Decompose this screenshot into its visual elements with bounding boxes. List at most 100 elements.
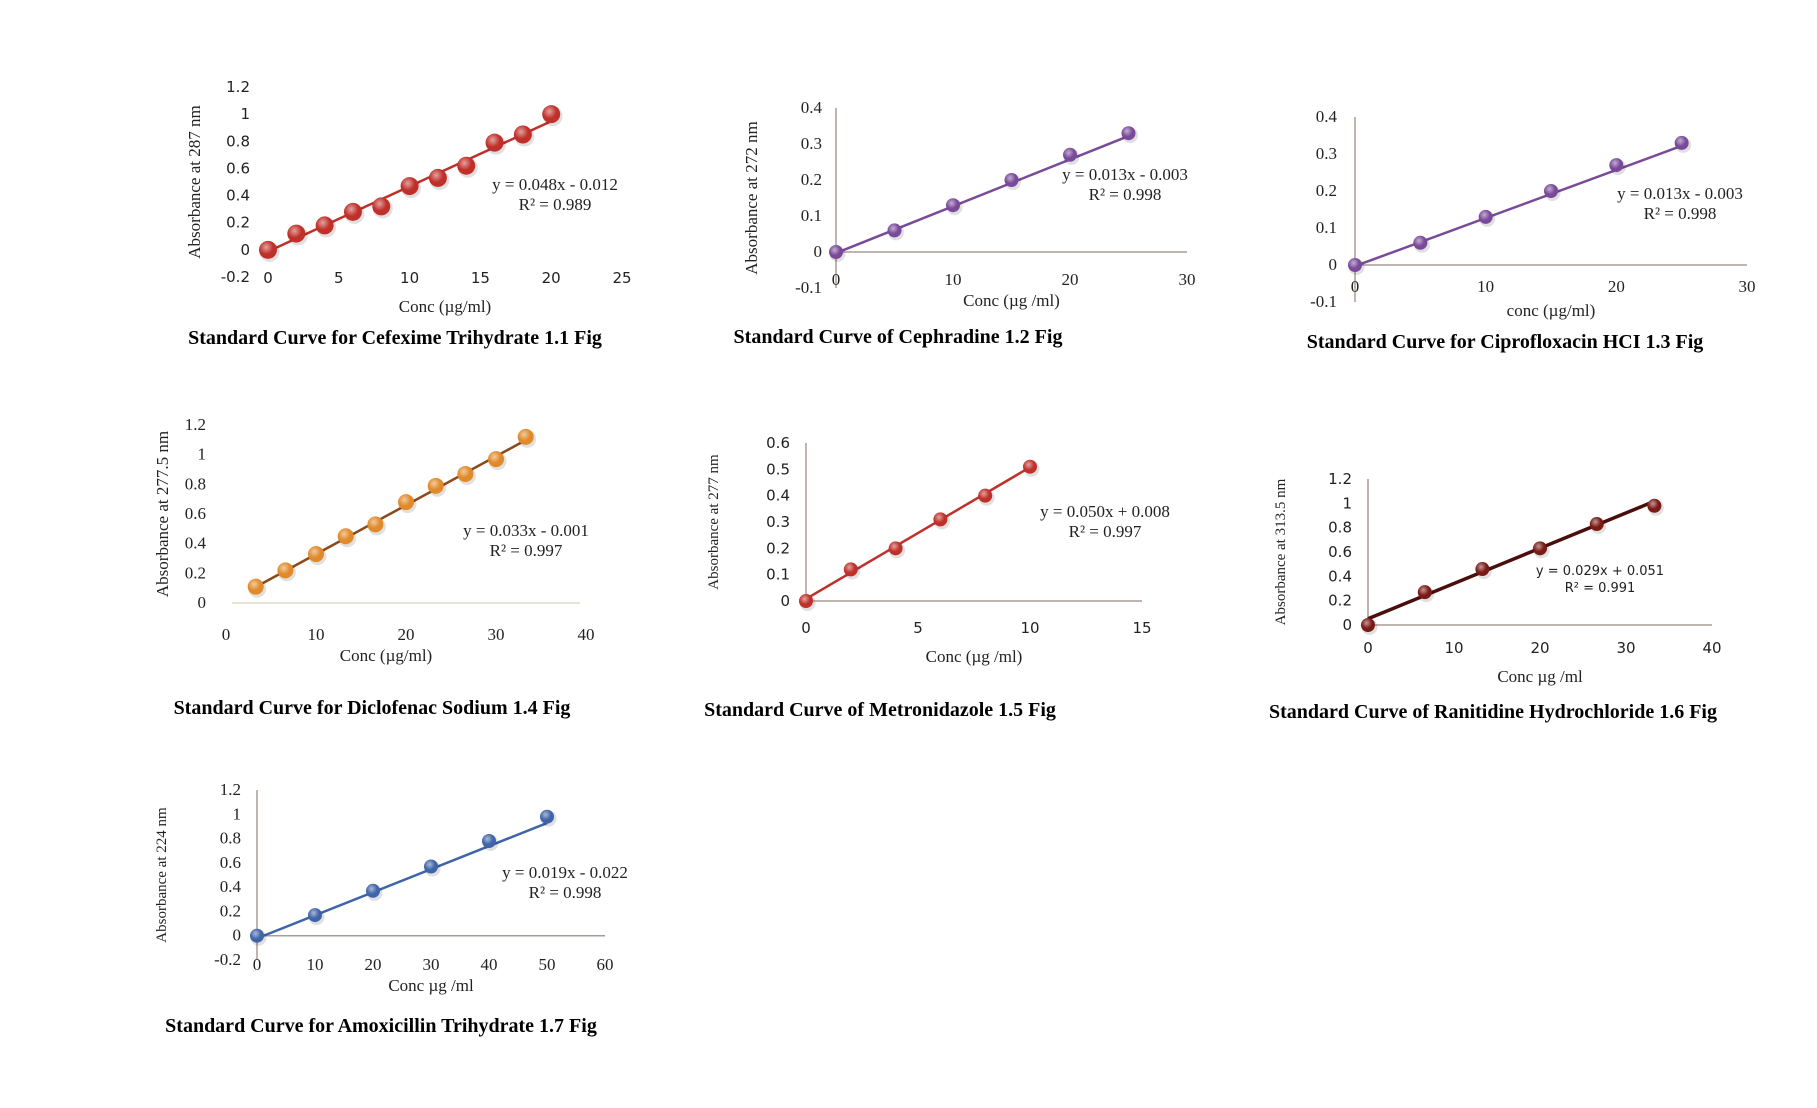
- x-tick-label: 20: [1062, 270, 1079, 289]
- y-axis-title: Absorbance at 272 nm: [742, 121, 761, 274]
- x-axis-title: Conc (µg /ml): [963, 291, 1060, 310]
- r-squared-label: R² = 0.998: [1089, 185, 1162, 204]
- y-tick-label: 1.2: [220, 780, 241, 799]
- data-point: [428, 168, 447, 187]
- figure-caption: Standard Curve of Metronidazole 1.5 Fig: [704, 699, 1056, 721]
- x-tick-label: 15: [1132, 619, 1151, 637]
- x-tick-label: 20: [542, 269, 561, 287]
- data-point: [1674, 135, 1689, 150]
- y-tick-label: 0.2: [226, 214, 250, 232]
- data-point: [398, 494, 414, 511]
- x-tick-label: 40: [578, 625, 595, 644]
- x-axis-title: Conc (µg /ml): [926, 647, 1023, 666]
- x-axis-title: Conc (µg/ml): [399, 297, 491, 316]
- x-tick-label: 30: [1739, 277, 1756, 296]
- trendline-equation: y = 0.033x - 0.001: [463, 521, 589, 540]
- data-point: [400, 177, 419, 196]
- data-point: [1475, 562, 1490, 577]
- x-tick-label: 10: [1020, 619, 1039, 637]
- data-point: [1417, 585, 1432, 600]
- y-tick-label: 0.4: [185, 534, 207, 553]
- y-tick-label: 0.3: [766, 513, 790, 531]
- x-tick-label: 20: [1530, 639, 1549, 657]
- x-tick-label: 10: [400, 269, 419, 287]
- trendline: [805, 466, 1031, 600]
- y-tick-label: 1: [198, 445, 207, 464]
- y-axis-title: Absorbance at 224 nm: [154, 807, 170, 943]
- data-point: [978, 488, 993, 503]
- data-point: [1348, 258, 1362, 272]
- y-tick-label: 0.6: [220, 853, 241, 872]
- data-point: [843, 562, 858, 577]
- data-point: [367, 516, 384, 533]
- figure-caption: Standard Curve for Cefexime Trihydrate 1…: [188, 327, 602, 349]
- data-point: [1413, 235, 1428, 250]
- y-tick-label: -0.2: [221, 268, 250, 286]
- figure-caption: Standard Curve for Diclofenac Sodium 1.4…: [174, 697, 571, 719]
- data-point: [308, 546, 324, 563]
- x-axis-title: Conc µg /ml: [388, 976, 474, 995]
- x-tick-label: 10: [945, 270, 962, 289]
- y-tick-label: 0.3: [1316, 144, 1337, 163]
- data-point: [337, 528, 354, 545]
- chart-cefexime: -0.2 0 0.2 0.4 0.6 0.8 1 1.2 0 5 10 15 20 25 Conc (µg/…: [185, 78, 632, 349]
- data-point: [457, 465, 474, 482]
- y-tick-label: 0.2: [801, 170, 822, 189]
- data-point: [1023, 459, 1037, 474]
- x-tick-label: 10: [1477, 277, 1494, 296]
- trendline-equation: y = 0.050x + 0.008: [1040, 502, 1170, 521]
- y-tick-label: 0.6: [185, 504, 206, 523]
- trendline-equation: y = 0.048x - 0.012: [492, 175, 618, 194]
- data-point: [424, 859, 438, 874]
- data-point: [247, 578, 264, 595]
- x-axis-title: Conc (µg/ml): [340, 646, 432, 665]
- y-tick-label: 0: [240, 241, 250, 259]
- y-tick-label: 0: [233, 926, 242, 945]
- x-tick-label: 10: [307, 955, 324, 974]
- y-tick-label: 0.8: [220, 829, 241, 848]
- data-point: [1121, 126, 1136, 141]
- y-tick-label: 0.8: [1328, 519, 1352, 537]
- x-tick-label: 10: [1444, 639, 1463, 657]
- y-tick-label: 1: [1342, 494, 1352, 512]
- trendline-equation: y = 0.019x - 0.022: [502, 863, 628, 882]
- y-tick-label: 0.4: [220, 877, 242, 896]
- x-tick-label: 40: [1702, 639, 1721, 657]
- x-axis-title: Conc µg /ml: [1497, 667, 1583, 686]
- data-point: [1478, 209, 1493, 224]
- y-tick-label: 0.3: [801, 134, 822, 153]
- data-point: [799, 594, 813, 608]
- trendline-equation: y = 0.029x + 0.051: [1536, 564, 1664, 579]
- data-point: [427, 477, 444, 494]
- trendline-equation: y = 0.013x - 0.003: [1062, 165, 1188, 184]
- data-point: [259, 240, 277, 259]
- y-tick-label: 1.2: [185, 415, 206, 434]
- y-axis-title: Absorbance at 313.5 nm: [1273, 478, 1289, 625]
- y-tick-label: 0: [780, 592, 790, 610]
- y-tick-label: 0.2: [220, 901, 241, 920]
- chart-ciprofloxacin: -0.1 0 0.1 0.2 0.3 0.4 0 10 20 30 conc (µg/ml) y = …: [1307, 107, 1756, 353]
- x-tick-label: 0: [253, 955, 262, 974]
- y-axis-title: Absorbance at 277.5 nm: [153, 431, 172, 597]
- figure-caption: Standard Curve for Ciprofloxacin HCI 1.3…: [1307, 331, 1704, 353]
- y-tick-label: 0.2: [1328, 592, 1352, 610]
- x-axis-title: conc (µg/ml): [1507, 301, 1596, 320]
- data-point: [482, 834, 496, 848]
- x-tick-label: 25: [612, 269, 631, 287]
- data-point: [1544, 184, 1558, 198]
- data-point: [287, 224, 306, 243]
- data-point: [829, 245, 843, 259]
- figure-caption: Standard Curve of Cephradine 1.2 Fig: [734, 326, 1063, 348]
- data-point: [946, 198, 960, 213]
- data-point: [1004, 173, 1019, 187]
- y-tick-label: 0: [1342, 616, 1352, 634]
- y-tick-label: 0.1: [1316, 218, 1337, 237]
- chart-diclofenac: 0 0.2 0.4 0.6 0.8 1 1.2 0 10 20 30 40 Conc (µg/ml) Ab…: [153, 415, 595, 719]
- x-tick-label: 20: [398, 625, 415, 644]
- y-tick-label: 0.4: [226, 187, 250, 205]
- x-tick-label: 30: [1179, 270, 1196, 289]
- data-point: [887, 223, 902, 238]
- data-point: [1609, 158, 1624, 173]
- data-point: [457, 156, 476, 175]
